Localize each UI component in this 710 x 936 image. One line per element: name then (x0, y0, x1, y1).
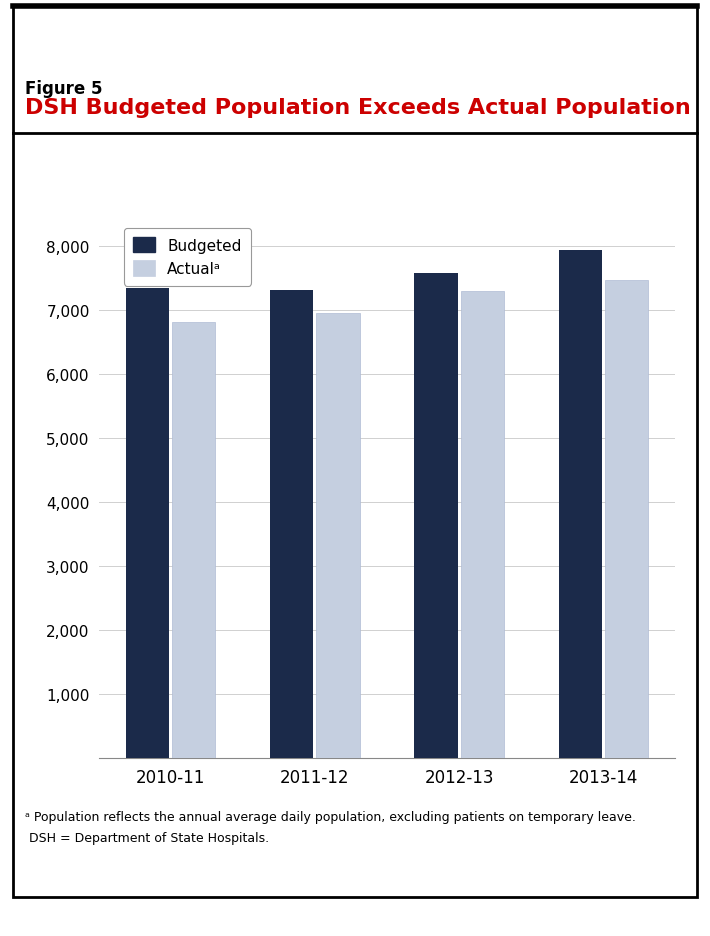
Bar (605, 281, 648, 758)
Bar (172, 323, 215, 758)
Bar (461, 291, 504, 758)
Legend: Budgeted, Actualᵃ: Budgeted, Actualᵃ (124, 228, 251, 286)
Text: Figure 5: Figure 5 (25, 80, 102, 97)
Text: DSH = Department of State Hospitals.: DSH = Department of State Hospitals. (25, 831, 269, 844)
Text: ᵃ Population reflects the annual average daily population, excluding patients on: ᵃ Population reflects the annual average… (25, 810, 635, 823)
Bar (415, 274, 458, 758)
Bar (270, 291, 313, 758)
Bar (126, 288, 169, 758)
Text: DSH Budgeted Population Exceeds Actual Population: DSH Budgeted Population Exceeds Actual P… (25, 98, 691, 118)
Bar (559, 251, 602, 758)
Bar (316, 314, 359, 758)
